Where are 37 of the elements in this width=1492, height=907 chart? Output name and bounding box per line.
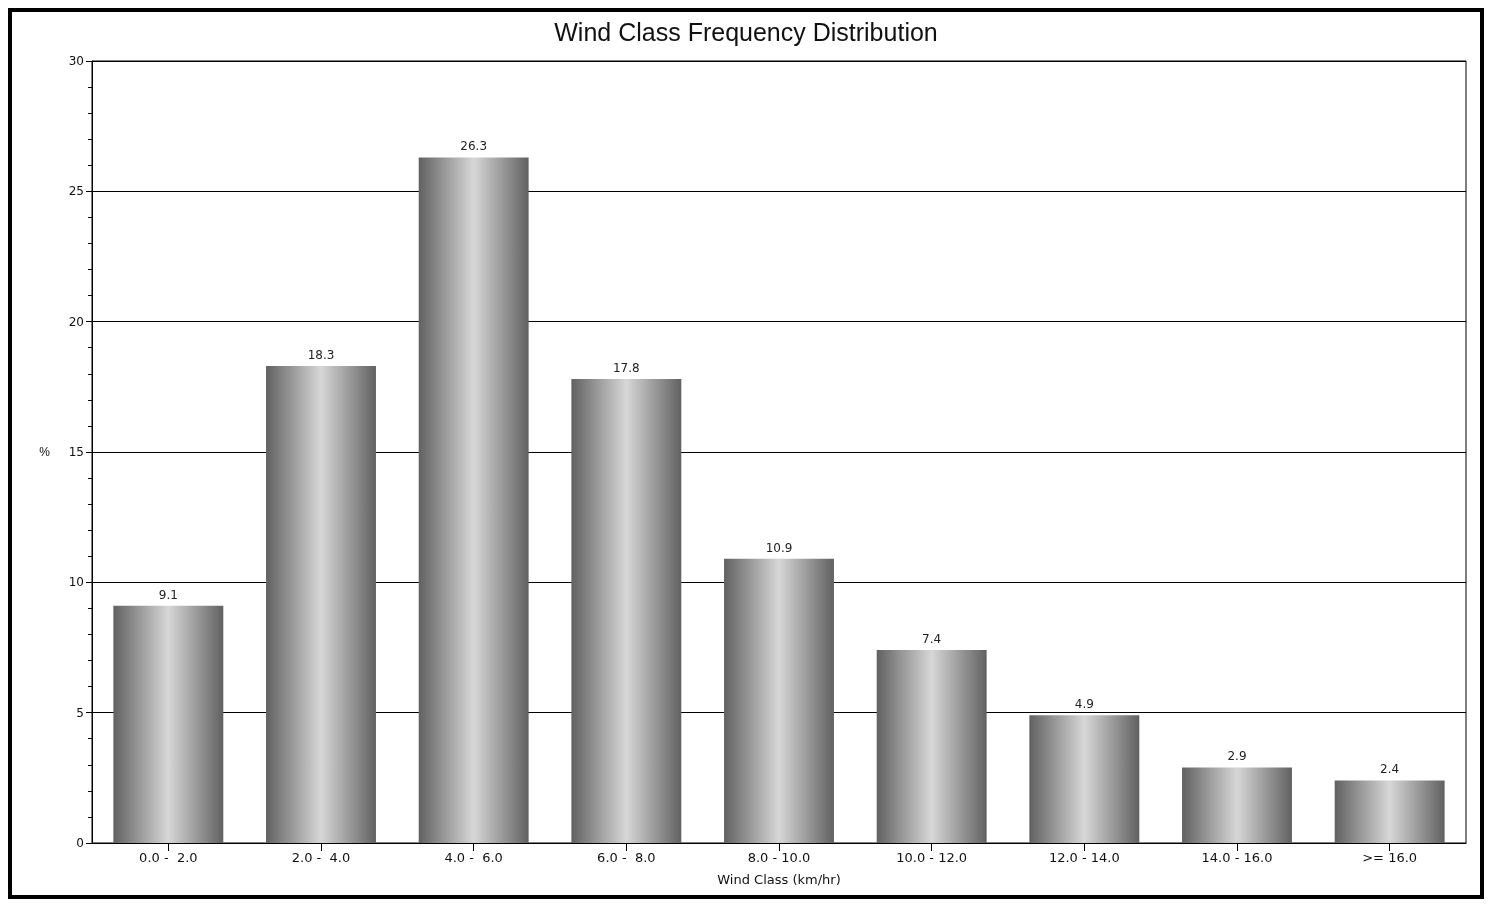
y-tick-label: 0 — [76, 836, 84, 850]
bar — [571, 379, 682, 843]
y-tick-label: 25 — [68, 184, 84, 199]
x-tick-label: 0.0 - 2.0 — [139, 850, 198, 865]
data-label: 2.4 — [1380, 762, 1400, 777]
x-tick-label: 10.0 - 12.0 — [896, 850, 968, 865]
x-tick-label: 12.0 - 14.0 — [1048, 850, 1120, 865]
bar — [876, 650, 987, 843]
data-label: 18.3 — [307, 347, 335, 362]
data-label: 2.9 — [1227, 749, 1247, 764]
y-tick-label: 10 — [68, 575, 84, 590]
data-label: 17.8 — [612, 361, 640, 376]
bar — [113, 605, 224, 843]
bar — [724, 558, 834, 843]
data-label: 9.1 — [158, 587, 178, 602]
bar — [418, 157, 529, 843]
x-tick-label: 6.0 - 8.0 — [597, 850, 656, 865]
y-tick-label: 5 — [76, 705, 84, 720]
x-tick-label: 4.0 - 6.0 — [444, 850, 503, 865]
bar — [266, 365, 376, 843]
bar — [1334, 780, 1445, 843]
chart-title: Wind Class Frequency Distribution — [554, 17, 938, 46]
data-label: 26.3 — [460, 139, 488, 154]
x-tick-label: 2.0 - 4.0 — [291, 850, 351, 865]
y-axis-title: % — [39, 445, 51, 459]
y-tick-label: 30 — [68, 54, 84, 68]
bar — [1182, 767, 1292, 843]
x-tick-label: 8.0 - 10.0 — [747, 850, 811, 865]
x-tick-label: 14.0 - 16.0 — [1201, 850, 1273, 865]
y-tick-label: 20 — [68, 314, 84, 329]
x-tick-label: >= 16.0 — [1362, 850, 1418, 865]
data-label: 4.9 — [1074, 697, 1094, 712]
y-tick-label: 15 — [68, 445, 84, 459]
x-axis-title: Wind Class (km/hr) — [717, 872, 841, 887]
data-label: 7.4 — [922, 632, 942, 647]
data-label: 10.9 — [765, 540, 793, 555]
bar — [1029, 715, 1140, 843]
